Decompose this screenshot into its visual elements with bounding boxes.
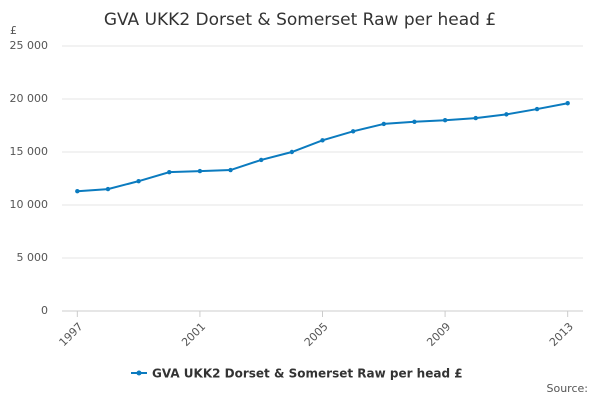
point	[105, 186, 111, 192]
y-tick-label: 5 000	[17, 251, 49, 264]
legend-label: GVA UKK2 Dorset & Somerset Raw per head …	[152, 367, 463, 381]
point	[75, 189, 80, 194]
point	[228, 167, 233, 173]
point	[197, 168, 203, 174]
legend-item: GVA UKK2 Dorset & Somerset Raw per head …	[131, 367, 463, 381]
x-tick-label: 2005	[302, 320, 331, 349]
point	[504, 112, 509, 117]
chart-title: GVA UKK2 Dorset & Somerset Raw per head …	[104, 10, 496, 30]
y-tick-label: 15 000	[10, 145, 49, 158]
y-tick-label: 25 000	[10, 39, 49, 52]
y-tick-label: 20 000	[10, 92, 49, 105]
point	[412, 119, 417, 124]
source: Source:	[547, 382, 589, 395]
point	[167, 169, 172, 175]
series-line	[77, 102, 568, 193]
x-tick-label: 1997	[57, 320, 86, 349]
legend-dot	[136, 370, 142, 376]
x-tick-label: 2009	[424, 320, 453, 349]
point	[442, 118, 448, 123]
point	[473, 115, 478, 121]
point	[565, 101, 570, 106]
y-axis-label: £	[10, 24, 17, 37]
x-tick-label: 2013	[547, 320, 576, 349]
point	[534, 106, 540, 112]
point	[381, 121, 386, 127]
point	[259, 157, 264, 163]
y-tick-label: 0	[41, 304, 48, 317]
point	[350, 129, 356, 134]
y-tick-label: 10 000	[10, 198, 49, 211]
x-tick-label: 2001	[179, 320, 208, 349]
point	[320, 138, 325, 143]
point	[289, 149, 295, 155]
point	[136, 178, 141, 184]
